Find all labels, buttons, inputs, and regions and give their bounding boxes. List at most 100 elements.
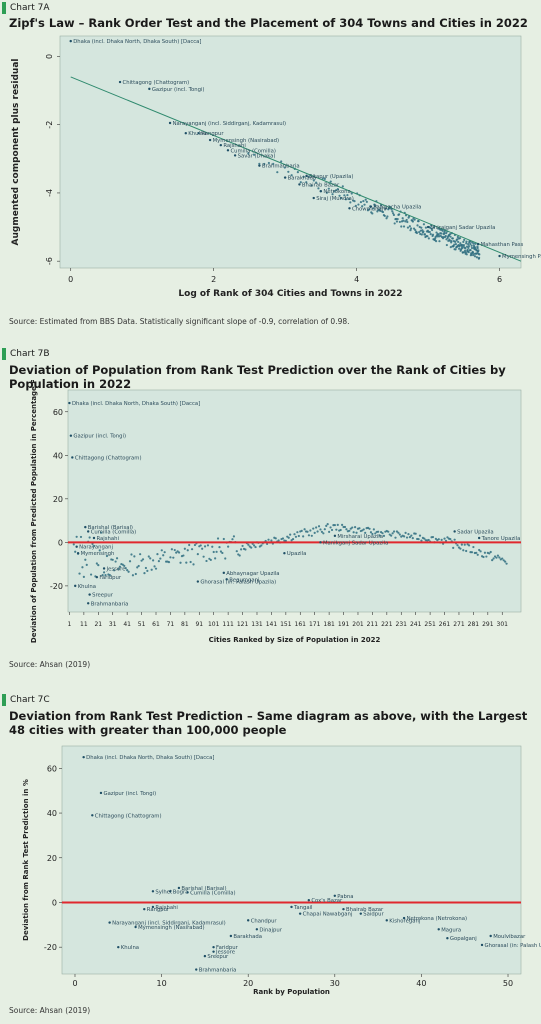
data-point — [267, 538, 270, 541]
chart-7b-title: Deviation of Population from Rank Test P… — [9, 363, 506, 391]
data-point — [426, 235, 429, 238]
data-point — [307, 175, 310, 178]
data-point — [414, 228, 417, 232]
data-point — [343, 194, 346, 197]
point-label: Manikganj Sadar Upazila — [323, 540, 388, 546]
data-point — [402, 225, 406, 228]
point-label: Rajshahi — [155, 905, 177, 911]
data-point — [298, 183, 301, 186]
data-point — [134, 925, 137, 929]
x-tick-label: 221 — [381, 621, 393, 628]
data-point — [469, 242, 472, 246]
data-point — [449, 538, 452, 541]
x-tick-label: 181 — [323, 621, 335, 628]
data-point — [316, 530, 319, 533]
data-point — [411, 220, 414, 223]
data-point — [88, 536, 91, 539]
data-point — [284, 539, 287, 542]
tag-marker — [2, 348, 6, 360]
data-point — [131, 574, 135, 577]
data-point — [91, 814, 94, 817]
y-tick-label: -2 — [45, 121, 54, 129]
data-point — [227, 545, 230, 548]
data-point — [351, 526, 354, 529]
data-point — [139, 553, 142, 556]
point-label: Rangpur — [147, 907, 170, 913]
data-point — [118, 565, 122, 568]
data-point — [437, 928, 440, 931]
data-point — [315, 181, 318, 184]
data-point — [205, 559, 208, 563]
data-point — [444, 234, 447, 238]
data-point — [492, 557, 495, 560]
data-point — [357, 203, 360, 206]
data-point — [363, 203, 366, 206]
y-tick-label: -20 — [50, 582, 63, 591]
data-point — [408, 225, 411, 228]
data-point — [396, 217, 399, 221]
plot-area — [61, 745, 522, 975]
data-point — [179, 561, 182, 564]
point-label: Saidpur — [363, 912, 384, 918]
data-point — [329, 526, 332, 529]
chart-7a-tag: Chart 7A — [2, 2, 49, 14]
data-point — [115, 557, 119, 560]
data-point — [118, 80, 122, 84]
point-label: Begumganj — [229, 577, 259, 583]
data-point — [162, 554, 165, 557]
point-label: Rajshahi — [223, 143, 245, 149]
data-point — [489, 550, 492, 554]
data-point — [502, 559, 505, 562]
data-point — [473, 255, 477, 258]
data-point — [391, 532, 394, 535]
data-point — [501, 557, 504, 560]
data-point — [226, 149, 230, 152]
data-point — [272, 162, 275, 165]
point-label: Sreepur — [92, 593, 114, 599]
data-point — [84, 525, 87, 529]
data-point — [238, 554, 241, 557]
data-point — [392, 213, 396, 217]
data-point — [423, 233, 427, 236]
data-point — [349, 201, 352, 204]
x-tick-label: 41 — [123, 621, 131, 628]
x-tick-label: 91 — [195, 621, 203, 628]
data-point — [393, 222, 396, 225]
data-point — [404, 531, 407, 534]
point-label: Brahmanbaria — [91, 601, 129, 607]
data-point — [307, 534, 311, 537]
data-point — [434, 235, 437, 238]
data-point — [281, 537, 285, 540]
data-point — [449, 232, 452, 236]
data-point — [449, 235, 452, 238]
data-point — [420, 226, 423, 229]
data-point — [420, 539, 423, 542]
data-point — [437, 538, 440, 541]
tag-marker — [2, 2, 6, 14]
data-point — [504, 560, 507, 563]
data-point — [472, 242, 475, 245]
data-point — [212, 950, 215, 953]
data-point — [75, 545, 78, 548]
data-point — [186, 549, 189, 552]
data-point — [369, 531, 373, 534]
data-point — [371, 212, 374, 215]
data-point — [378, 534, 381, 537]
point-label: Shirajganj Sadar Upazila — [431, 225, 496, 231]
data-point — [193, 543, 197, 547]
data-point — [429, 232, 432, 236]
data-point — [102, 571, 106, 574]
data-point — [192, 563, 195, 566]
data-point — [498, 254, 501, 258]
data-point — [470, 551, 474, 554]
data-point — [310, 534, 313, 537]
data-point — [387, 530, 390, 533]
data-point — [335, 189, 338, 192]
data-point — [203, 954, 207, 958]
data-point — [69, 39, 72, 43]
data-point — [267, 161, 270, 165]
data-point — [232, 535, 236, 538]
data-point — [495, 556, 498, 559]
point-label: Cumilla (Comilla) — [190, 890, 235, 896]
data-point — [465, 242, 468, 245]
